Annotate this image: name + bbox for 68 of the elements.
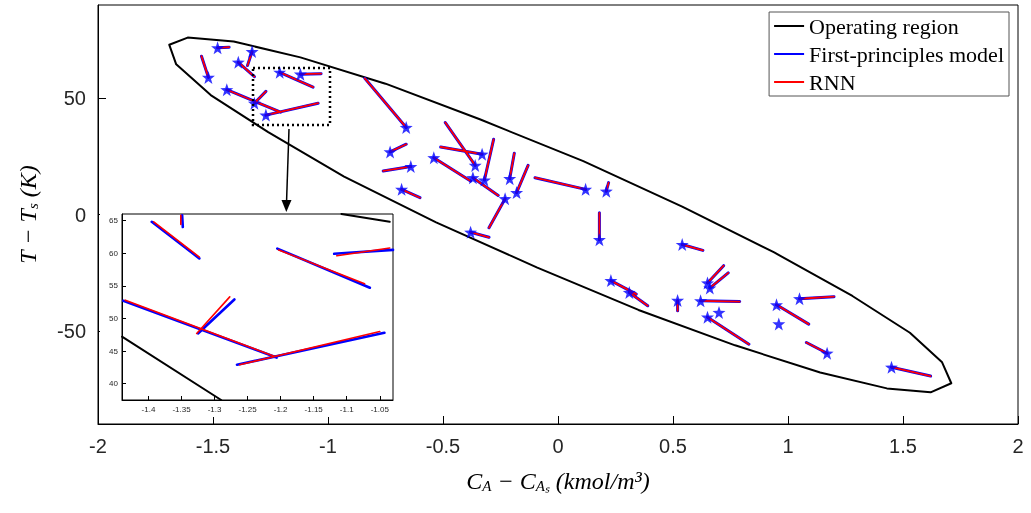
point	[404, 160, 418, 174]
point	[772, 317, 786, 331]
point	[712, 306, 726, 319]
point	[475, 147, 489, 161]
x-tick-label: 1	[782, 435, 794, 457]
y-tick-label: 0	[74, 203, 86, 226]
x-tick-label: -1.15	[304, 404, 324, 414]
x-tick-label: -1.05	[370, 404, 390, 414]
point	[498, 192, 512, 206]
point	[231, 55, 245, 69]
point	[675, 238, 689, 252]
point	[466, 171, 480, 185]
x-tick-label: 0.5	[659, 435, 687, 457]
x-tick-label: -0.5	[425, 435, 461, 457]
y-tick-label: 45	[109, 346, 119, 356]
point	[211, 41, 225, 55]
point	[599, 184, 613, 198]
point	[468, 158, 482, 172]
point	[293, 67, 307, 81]
y-tick-label: -50	[57, 319, 86, 342]
y-tick-label: 50	[63, 87, 86, 110]
x-tick-label: -1.1	[339, 404, 355, 414]
point	[477, 173, 491, 187]
y-tick-label: 55	[109, 281, 119, 291]
x-tick-label: -1.5	[195, 435, 231, 457]
point	[694, 294, 708, 308]
point	[245, 45, 259, 59]
point	[220, 83, 234, 97]
point	[395, 182, 409, 196]
point	[399, 120, 413, 134]
point	[273, 65, 287, 79]
point	[770, 298, 783, 312]
y-axis-title: T − Ts (K)	[14, 165, 41, 264]
point	[701, 310, 714, 324]
x-axis-title: CA − CAₛ (kmol/m³)	[466, 467, 650, 494]
point	[503, 172, 517, 186]
legend-label: RNN	[809, 69, 856, 95]
point	[885, 360, 898, 374]
x-tick-label: -1.4	[141, 404, 156, 414]
y-tick-label: 65	[109, 216, 119, 226]
x-tick-label: -1.35	[172, 404, 192, 414]
legend-label: Operating region	[809, 13, 959, 39]
y-tick-label: 40	[109, 379, 119, 389]
x-tick-label: -1.2	[273, 404, 289, 414]
legend-label: First-principles model	[809, 41, 1004, 67]
x-tick-label: -2	[89, 435, 107, 457]
x-tick-label: 0	[552, 435, 564, 457]
point	[604, 274, 618, 288]
x-tick-label: 2	[1012, 435, 1024, 457]
point	[671, 293, 685, 307]
y-tick-label: 50	[109, 313, 119, 323]
x-tick-label: -1.3	[207, 404, 222, 414]
point	[622, 285, 636, 299]
point	[201, 70, 215, 84]
point	[427, 151, 441, 165]
x-tick-label: -1	[319, 435, 337, 457]
point	[820, 346, 834, 360]
point	[703, 281, 717, 295]
point	[259, 108, 273, 122]
x-tick-label: 1.5	[889, 435, 917, 457]
x-tick-label: -1.25	[238, 404, 258, 414]
y-tick-label: 60	[109, 248, 119, 258]
point	[464, 225, 478, 239]
point	[383, 145, 397, 159]
point	[510, 186, 524, 200]
point	[579, 182, 593, 196]
point	[592, 233, 606, 247]
point	[793, 292, 806, 306]
